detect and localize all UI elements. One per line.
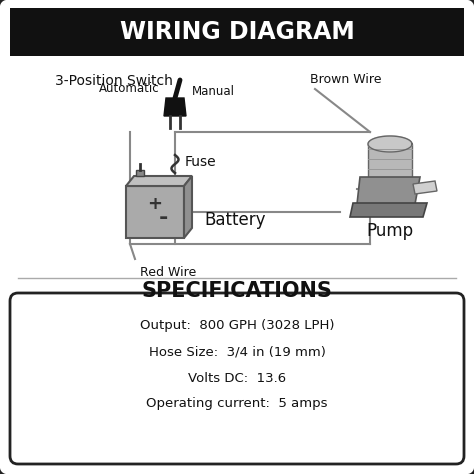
Text: Volts DC:  13.6: Volts DC: 13.6 [188,372,286,384]
FancyBboxPatch shape [136,170,144,176]
Bar [368,144,412,179]
FancyBboxPatch shape [10,293,464,464]
Text: WIRING DIAGRAM: WIRING DIAGRAM [119,20,355,44]
Polygon shape [184,176,192,238]
Text: 3-Position Switch: 3-Position Switch [55,74,173,88]
Text: SPECIFICATIONS: SPECIFICATIONS [142,281,332,301]
Text: Brown Wire: Brown Wire [310,73,382,85]
Text: Manual: Manual [192,84,235,98]
Text: Red Wire: Red Wire [140,266,196,279]
Bar [10,32,464,56]
Polygon shape [164,98,186,116]
Text: Operating current:  5 amps: Operating current: 5 amps [146,398,328,410]
Text: Battery: Battery [204,211,265,229]
Polygon shape [357,177,420,204]
Polygon shape [368,136,412,152]
Text: Fuse: Fuse [185,155,217,169]
Text: -: - [158,208,168,228]
FancyBboxPatch shape [10,8,464,56]
Text: Pump: Pump [366,222,413,240]
Text: Output:  800 GPH (3028 LPH): Output: 800 GPH (3028 LPH) [140,319,334,332]
Text: +: + [147,195,163,213]
Polygon shape [350,203,427,217]
Polygon shape [413,181,437,194]
Text: Hose Size:  3/4 in (19 mm): Hose Size: 3/4 in (19 mm) [148,346,326,358]
Polygon shape [126,176,192,186]
FancyBboxPatch shape [126,186,184,238]
Text: Automatic: Automatic [100,82,160,94]
